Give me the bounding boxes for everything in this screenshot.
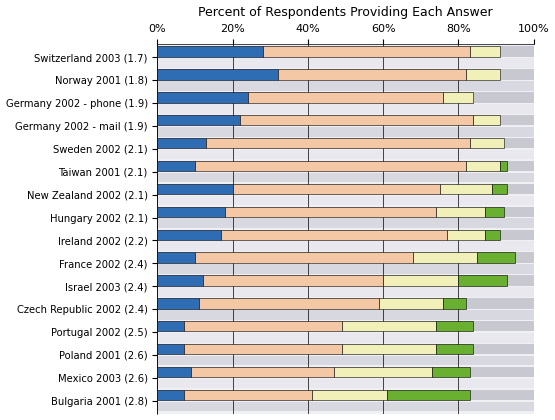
Bar: [158, 173, 533, 182]
Bar: [158, 344, 533, 354]
Bar: [413, 252, 477, 263]
Bar: [199, 298, 380, 309]
Bar: [191, 367, 334, 377]
Bar: [158, 252, 533, 263]
Bar: [158, 92, 248, 102]
Bar: [436, 207, 485, 217]
Bar: [158, 344, 184, 354]
Bar: [470, 138, 503, 148]
Bar: [195, 252, 413, 263]
Bar: [158, 115, 240, 126]
Bar: [158, 241, 533, 251]
Bar: [158, 69, 278, 80]
Bar: [158, 379, 533, 389]
Bar: [158, 150, 533, 160]
Bar: [158, 47, 533, 57]
Bar: [158, 81, 533, 91]
Bar: [436, 321, 473, 331]
Bar: [158, 207, 225, 217]
Bar: [158, 310, 533, 320]
Bar: [466, 161, 500, 171]
Bar: [158, 92, 533, 102]
Bar: [158, 218, 533, 228]
Bar: [432, 367, 470, 377]
Bar: [342, 321, 436, 331]
Bar: [158, 207, 533, 217]
Bar: [158, 321, 533, 331]
Title: Percent of Respondents Providing Each Answer: Percent of Respondents Providing Each An…: [198, 5, 493, 18]
Bar: [158, 276, 203, 286]
Bar: [233, 184, 440, 194]
Bar: [158, 390, 533, 400]
Bar: [443, 92, 473, 102]
Bar: [248, 92, 443, 102]
Bar: [383, 276, 458, 286]
Bar: [158, 161, 195, 171]
Bar: [158, 58, 533, 68]
Bar: [225, 207, 436, 217]
Bar: [158, 69, 533, 80]
Bar: [158, 104, 533, 114]
Bar: [158, 115, 533, 126]
Bar: [470, 47, 500, 57]
Bar: [477, 252, 515, 263]
Bar: [447, 230, 485, 240]
Bar: [203, 276, 383, 286]
Bar: [158, 298, 533, 309]
Bar: [206, 138, 470, 148]
Bar: [158, 47, 263, 57]
Bar: [158, 321, 184, 331]
Bar: [158, 230, 221, 240]
Bar: [158, 161, 533, 171]
Bar: [334, 367, 432, 377]
Bar: [492, 184, 507, 194]
Bar: [158, 264, 533, 274]
Bar: [195, 161, 466, 171]
Bar: [158, 367, 533, 377]
Bar: [436, 344, 473, 354]
Bar: [158, 252, 195, 263]
Bar: [458, 276, 507, 286]
Bar: [312, 390, 387, 400]
Bar: [158, 184, 533, 194]
Bar: [158, 390, 184, 400]
Bar: [278, 69, 466, 80]
Bar: [387, 390, 470, 400]
Bar: [158, 287, 533, 297]
Bar: [221, 230, 447, 240]
Bar: [158, 356, 533, 365]
Bar: [263, 47, 470, 57]
Bar: [184, 344, 342, 354]
Bar: [380, 298, 443, 309]
Bar: [158, 184, 233, 194]
Bar: [158, 230, 533, 240]
Bar: [158, 138, 533, 148]
Bar: [158, 276, 533, 286]
Bar: [158, 367, 191, 377]
Bar: [466, 69, 500, 80]
Bar: [158, 196, 533, 205]
Bar: [473, 115, 500, 126]
Bar: [485, 230, 500, 240]
Bar: [158, 298, 199, 309]
Bar: [184, 321, 342, 331]
Bar: [342, 344, 436, 354]
Bar: [158, 127, 533, 136]
Bar: [485, 207, 503, 217]
Bar: [158, 138, 206, 148]
Bar: [158, 333, 533, 343]
Bar: [443, 298, 466, 309]
Bar: [440, 184, 492, 194]
Bar: [184, 390, 312, 400]
Bar: [158, 402, 533, 411]
Bar: [500, 161, 507, 171]
Bar: [240, 115, 473, 126]
